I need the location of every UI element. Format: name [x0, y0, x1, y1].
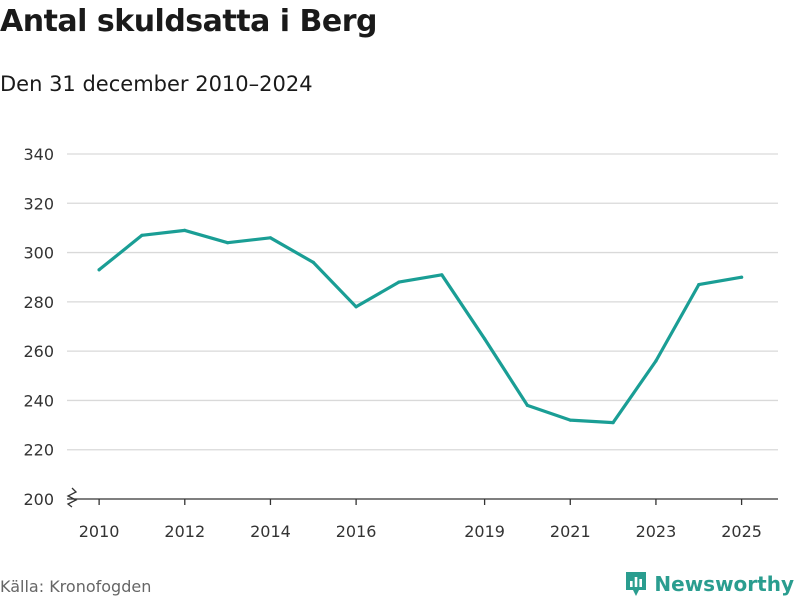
y-tick-label: 240 — [23, 391, 54, 410]
data-point-2015 — [311, 260, 315, 264]
x-tick-label: 2025 — [721, 522, 762, 541]
data-point-2023 — [654, 359, 658, 363]
gridlines — [67, 153, 778, 451]
newsworthy-logo-icon — [626, 572, 647, 596]
x-tick-label: 2014 — [250, 522, 291, 541]
data-point-2017 — [397, 280, 401, 284]
y-tick-label: 200 — [23, 490, 54, 509]
x-tick-label: 2021 — [550, 522, 591, 541]
data-point-2016 — [354, 305, 358, 309]
data-point-2011 — [140, 233, 144, 237]
source-note: Källa: Kronofogden — [0, 577, 152, 596]
data-point-2022 — [611, 421, 615, 425]
y-axis: 200 220 240 260 280 300 320 340 — [23, 145, 54, 509]
data-point-2013 — [226, 241, 230, 245]
y-tick-label: 280 — [23, 293, 54, 312]
data-point-2010 — [97, 268, 101, 272]
data-point-2024 — [697, 283, 701, 287]
data-points — [97, 228, 744, 425]
chart-title: Antal skuldsatta i Berg — [0, 4, 378, 39]
x-tick-label: 2016 — [336, 522, 377, 541]
x-tick-label: 2010 — [79, 522, 120, 541]
x-tick-label: 2012 — [164, 522, 205, 541]
y-tick-label: 220 — [23, 441, 54, 460]
y-tick-label: 340 — [23, 145, 54, 164]
data-point-2021 — [568, 418, 572, 422]
brand-name: Newsworthy — [654, 572, 794, 596]
y-tick-label: 300 — [23, 244, 54, 263]
x-tick-labels: 2010 2012 2014 2016 2019 2021 2023 2025 — [79, 499, 762, 541]
data-point-2014 — [268, 236, 272, 240]
data-point-2025 — [740, 275, 744, 279]
data-point-2018 — [440, 273, 444, 277]
data-point-2020 — [525, 403, 530, 407]
series-line — [97, 228, 744, 425]
y-tick-label: 320 — [23, 194, 54, 213]
data-point-2019 — [483, 337, 487, 341]
data-point-2012 — [183, 228, 187, 232]
axis-break-icon — [66, 487, 78, 508]
x-tick-label: 2019 — [464, 522, 505, 541]
chart-subtitle: Den 31 december 2010–2024 — [0, 72, 313, 96]
y-tick-label: 260 — [23, 342, 54, 361]
brand: Newsworthy — [624, 570, 794, 598]
x-tick-label: 2023 — [636, 522, 677, 541]
